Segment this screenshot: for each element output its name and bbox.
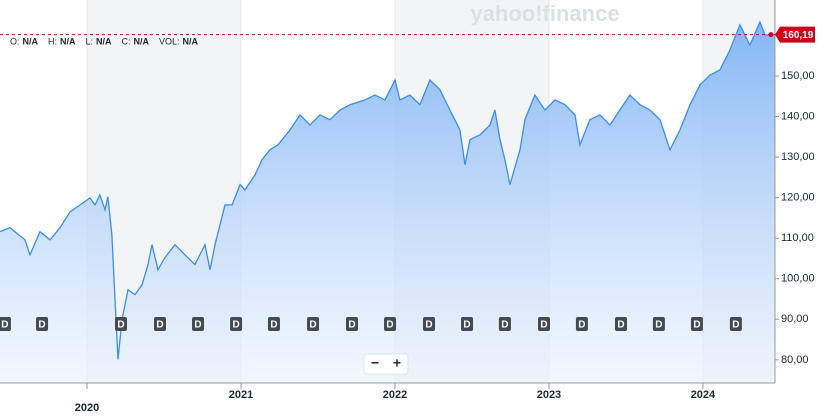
dividend-marker (267, 317, 280, 331)
zoom-button[interactable]: − (371, 355, 379, 371)
dividend-marker-label: D (425, 320, 432, 331)
dividend-marker (575, 317, 588, 331)
dividend-marker (422, 317, 435, 331)
dividend-marker (498, 317, 511, 331)
ohlc-value: N/A (96, 36, 112, 46)
dividend-marker (652, 317, 665, 331)
price-line (0, 20, 776, 360)
last-price-label: 160,19 (783, 30, 814, 41)
y-tick-label: 80,00 (781, 354, 809, 366)
dividend-marker-label: D (501, 320, 508, 331)
ohlc-label: L: (86, 36, 94, 46)
ohlc-label: H: (48, 36, 57, 46)
ohlc-value: N/A (183, 36, 199, 46)
dividend-marker (615, 317, 628, 331)
ohlc-label: C: (122, 36, 131, 46)
dividend-marker-label: D (578, 320, 585, 331)
dividend-marker-label: D (732, 320, 739, 331)
ohlc-label: VOL: (159, 36, 180, 46)
y-tick-label: 100,00 (781, 273, 815, 285)
dividend-marker (690, 317, 703, 331)
last-price-dot (768, 32, 774, 38)
dividend-marker (346, 317, 359, 331)
dividend-marker (729, 317, 742, 331)
last-price-tag (775, 26, 815, 43)
dividend-marker (36, 317, 49, 331)
watermark: yahoo!finance (470, 1, 619, 26)
area-fill (0, 22, 775, 383)
dividend-marker-label: D (309, 320, 316, 331)
x-tick-label: 2024 (691, 389, 716, 401)
dividend-marker-label: D (540, 320, 547, 331)
dividend-marker-label: D (617, 320, 624, 331)
ohlc-value: N/A (134, 36, 150, 46)
dividend-marker-label: D (693, 320, 700, 331)
dividend-marker-label: D (655, 320, 662, 331)
ohlc-label: O: (10, 36, 20, 46)
dividend-marker (192, 317, 205, 331)
y-tick-label: 110,00 (781, 232, 814, 244)
y-tick-label: 150,00 (781, 70, 815, 82)
dividend-marker (153, 317, 166, 331)
y-tick-label: 140,00 (781, 110, 815, 122)
dividend-marker (384, 317, 397, 331)
x-tick-label: 2022 (383, 389, 407, 401)
dividend-marker (307, 317, 320, 331)
dividend-marker (0, 317, 11, 331)
dividend-marker (538, 317, 551, 331)
x-tick-label: 2023 (537, 389, 561, 401)
dividend-marker-label: D (348, 320, 355, 331)
dividend-marker-label: D (463, 320, 470, 331)
dividend-marker-label: D (156, 320, 163, 331)
dividend-marker-label: D (232, 320, 239, 331)
dividend-marker (230, 317, 243, 331)
y-tick-label: 90,00 (781, 313, 809, 325)
dividend-marker-label: D (117, 320, 124, 331)
dividend-marker-label: D (38, 320, 45, 331)
dividend-marker (115, 317, 128, 331)
dividend-marker-label: D (386, 320, 393, 331)
ohlc-value: N/A (23, 36, 39, 46)
dividend-marker-label: D (1, 320, 8, 331)
y-tick-label: 130,00 (781, 151, 815, 163)
x-tick-label: 2021 (229, 389, 253, 401)
dividend-marker (461, 317, 474, 331)
zoom-box (363, 353, 409, 375)
ohlc-value: N/A (60, 36, 76, 46)
dividend-marker-label: D (194, 320, 201, 331)
zoom-button[interactable]: + (393, 355, 401, 371)
dividend-marker-label: D (270, 320, 277, 331)
x-tick-label: 2020 (75, 402, 99, 414)
y-tick-label: 120,00 (781, 192, 815, 204)
